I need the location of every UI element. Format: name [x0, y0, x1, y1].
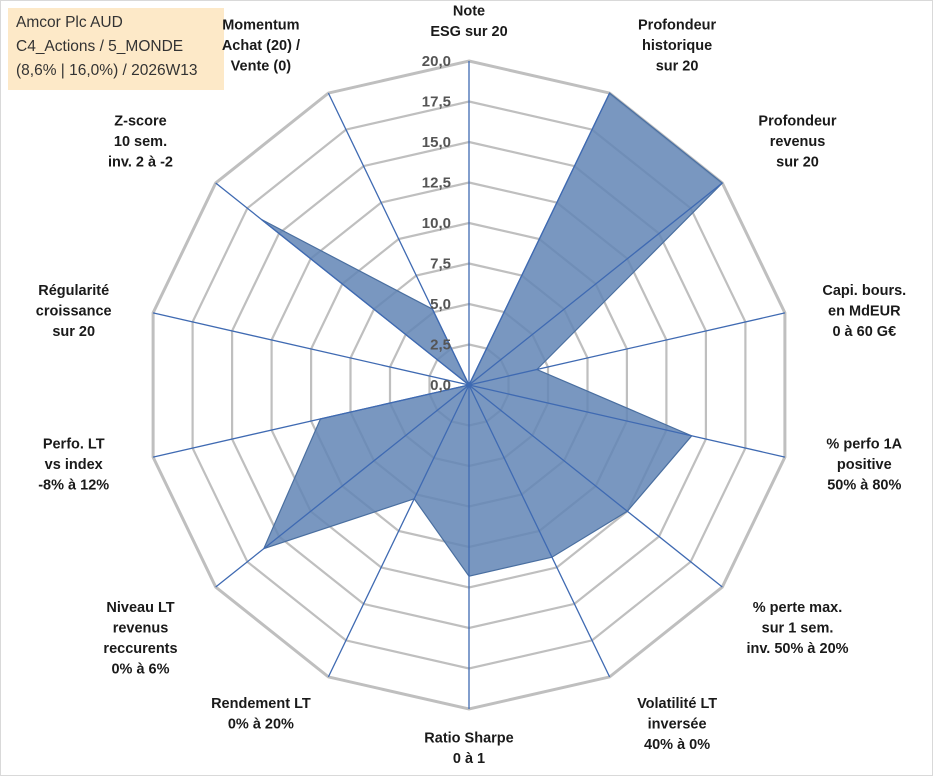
axis-label: % perfo 1A positive 50% à 80%: [826, 437, 902, 494]
axis-label-line: sur 20: [656, 58, 699, 74]
axis-label-line: Profondeur: [638, 17, 716, 33]
axis-label: Volatilité LT inversée 40% à 0%: [637, 696, 717, 753]
axis-label-line: Régularité: [38, 283, 109, 299]
radar-spokes: [152, 61, 786, 709]
chart-info-badge: Amcor Plc AUD C4_Actions / 5_MONDE (8,6%…: [8, 8, 224, 90]
axis-label-line: 0 à 60 G€: [832, 324, 896, 340]
axis-label-line: ESG sur 20: [430, 24, 507, 40]
axis-label: Perfo. LT vs index -8% à 12%: [38, 437, 109, 494]
axis-label: Rendement LT 0% à 20%: [211, 696, 311, 733]
axis-spoke: [468, 182, 723, 386]
axis-label-line: 0% à 20%: [228, 717, 294, 733]
tick-label: 0,0: [430, 377, 451, 394]
axis-label-line: inv. 2 à -2: [108, 154, 173, 170]
axis-label-line: 10 sem.: [114, 134, 167, 150]
axis-label-line: 50% à 80%: [827, 478, 901, 494]
axis-label: Z-score 10 sem. inv. 2 à -2: [108, 113, 173, 170]
tick-label: 7,5: [430, 256, 451, 273]
axis-label-line: reccurents: [103, 641, 177, 657]
axis-label: Profondeur historique sur 20: [638, 17, 716, 74]
axis-spoke: [215, 384, 470, 588]
axis-label-line: 0 à 1: [453, 751, 485, 767]
tick-label: 15,0: [422, 134, 451, 151]
axis-label: Momentum Achat (20) / Vente (0): [222, 17, 300, 74]
tick-label: 20,0: [422, 53, 451, 70]
axis-label: Niveau LT revenus reccurents 0% à 6%: [103, 600, 177, 678]
axis-label-line: vs index: [45, 457, 103, 473]
axis-label-line: Note: [453, 4, 485, 20]
axis-label-line: inversée: [648, 717, 707, 733]
axis-label: Capi. bours. en MdEUR 0 à 60 G€: [822, 283, 906, 340]
axis-spoke: [215, 182, 470, 386]
axis-label-line: Profondeur: [758, 113, 836, 129]
axis-label-line: positive: [837, 457, 892, 473]
axis-label-line: en MdEUR: [828, 303, 901, 319]
axis-label-line: Volatilité LT: [637, 696, 717, 712]
axis-label-line: Perfo. LT: [43, 437, 105, 453]
axis-label-line: inv. 50% à 20%: [746, 641, 848, 657]
axis-label-line: Ratio Sharpe: [424, 731, 513, 747]
axis-label-line: revenus: [770, 134, 826, 150]
axis-label-line: sur 20: [52, 324, 95, 340]
axis-spoke: [468, 312, 786, 386]
axis-spoke: [468, 384, 786, 458]
axis-spoke: [468, 92, 611, 386]
axis-label-line: % perfo 1A: [826, 437, 902, 453]
radar-series: [260, 92, 724, 577]
axis-label-line: Z-score: [114, 113, 166, 129]
axis-spoke: [468, 384, 723, 588]
axis-label-line: sur 1 sem.: [762, 621, 834, 637]
axis-label: Note ESG sur 20: [430, 4, 507, 41]
radar-tick-labels: 0,0 2,5 5,0 7,5 10,0 12,5 15,0 17,5 20,0: [422, 53, 451, 394]
axis-spoke: [152, 312, 470, 386]
axis-label-line: sur 20: [776, 154, 819, 170]
axis-spoke: [152, 384, 470, 458]
axis-spoke: [327, 384, 470, 678]
axis-label-line: 40% à 0%: [644, 737, 710, 753]
axis-label-line: 0% à 6%: [111, 662, 169, 678]
axis-label: Régularité croissance sur 20: [36, 283, 112, 340]
axis-label-line: Momentum: [222, 17, 299, 33]
axis-label-line: historique: [642, 38, 712, 54]
axis-label-line: Niveau LT: [106, 600, 174, 616]
badge-line-stats: (8,6% | 16,0%) / 2026W13: [16, 62, 198, 79]
tick-label: 10,0: [422, 215, 451, 232]
axis-label-line: croissance: [36, 303, 112, 319]
axis-spoke: [468, 384, 611, 678]
tick-label: 17,5: [422, 94, 451, 111]
axis-label: % perte max. sur 1 sem. inv. 50% à 20%: [746, 600, 848, 657]
badge-line-name: Amcor Plc AUD: [16, 14, 123, 31]
axis-label-line: Achat (20) /: [222, 38, 300, 54]
tick-label: 5,0: [430, 296, 451, 313]
axis-label: Profondeur revenus sur 20: [758, 113, 836, 170]
tick-label: 12,5: [422, 175, 451, 192]
axis-label-line: Vente (0): [231, 58, 292, 74]
axis-label-line: -8% à 12%: [38, 478, 109, 494]
tick-label: 2,5: [430, 337, 451, 354]
axis-label-line: Rendement LT: [211, 696, 311, 712]
series-area: [260, 92, 724, 577]
axis-label-line: Capi. bours.: [822, 283, 906, 299]
radar-axis-labels: Note ESG sur 20 Profondeur historique sur 20…: [36, 4, 906, 768]
axis-spoke: [327, 92, 470, 386]
badge-line-category: C4_Actions / 5_MONDE: [16, 38, 184, 55]
axis-label-line: revenus: [113, 621, 169, 637]
axis-label: Ratio Sharpe 0 à 1: [424, 731, 513, 768]
axis-label-line: % perte max.: [753, 600, 842, 616]
